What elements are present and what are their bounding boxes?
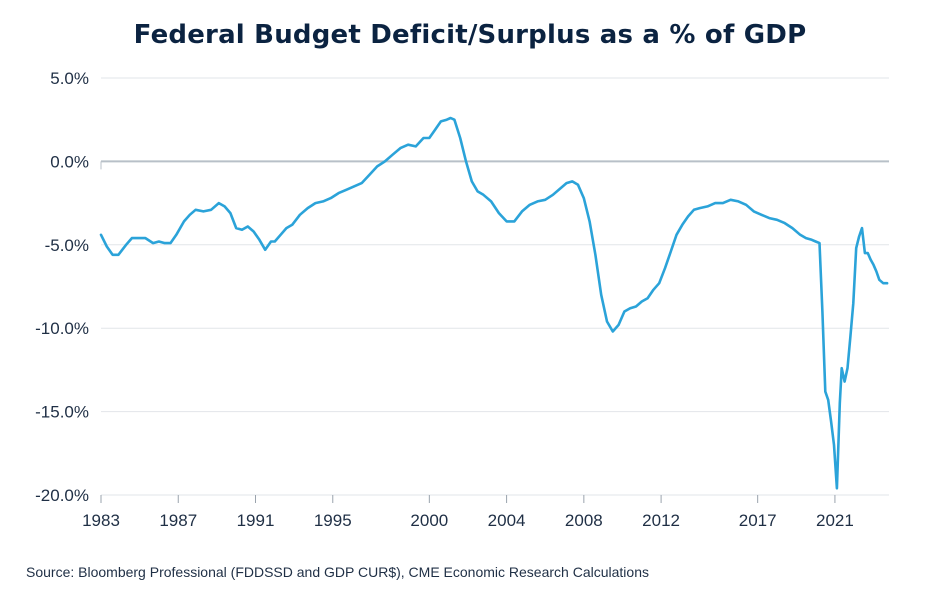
- x-tick-label: 2008: [565, 511, 603, 530]
- x-tick-label: 1987: [159, 511, 197, 530]
- x-tick-label: 2017: [739, 511, 777, 530]
- source-note: Source: Bloomberg Professional (FDDSSD a…: [26, 564, 649, 580]
- y-tick-label: -5.0%: [45, 236, 89, 255]
- y-tick-label: -10.0%: [35, 319, 89, 338]
- x-tick-label: 2000: [410, 511, 448, 530]
- x-tick-label: 2021: [816, 511, 854, 530]
- x-tick-label: 2004: [488, 511, 526, 530]
- chart-title: Federal Budget Deficit/Surplus as a % of…: [133, 20, 807, 50]
- y-tick-label: 5.0%: [50, 69, 89, 88]
- y-tick-label: -20.0%: [35, 486, 89, 505]
- y-tick-label: 0.0%: [50, 152, 89, 171]
- x-tick-label: 2012: [642, 511, 680, 530]
- x-tick-label: 1995: [314, 511, 352, 530]
- y-tick-label: -15.0%: [35, 403, 89, 422]
- series-line: [99, 116, 889, 490]
- x-tick-label: 1983: [82, 511, 120, 530]
- x-tick-label: 1991: [237, 511, 275, 530]
